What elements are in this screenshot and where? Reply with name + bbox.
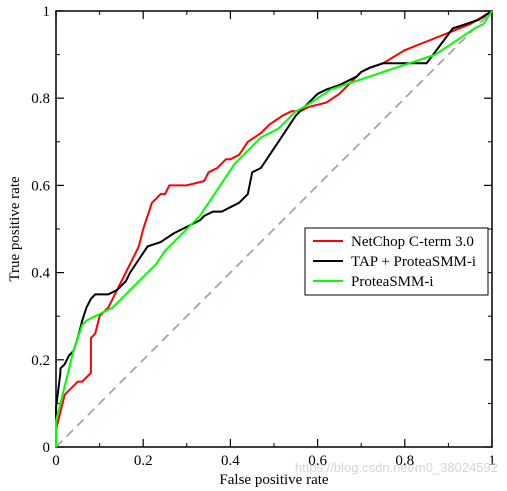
x-tick-label: 0 (52, 453, 60, 469)
series-line-3 (55, 10, 493, 447)
y-tick-label: 0.8 (31, 91, 50, 107)
x-tick-label: 0.2 (134, 453, 153, 469)
legend-label-1: NetChop C-term 3.0 (351, 234, 474, 250)
y-tick-label: 1 (43, 4, 51, 20)
y-tick-label: 0.6 (31, 178, 50, 194)
legend-label-3: ProteaSMM-i (351, 274, 434, 290)
legend-label-2: TAP + ProteaSMM-i (351, 254, 476, 270)
series-line-2 (55, 10, 493, 447)
roc-series (55, 10, 493, 447)
legend: NetChop C-term 3.0 TAP + ProteaSMM-i Prote… (304, 227, 489, 296)
watermark-text: https://blog.csdn.net/m0_38024592 (295, 460, 498, 475)
series-line-1 (55, 10, 493, 447)
y-tick-label: 0 (43, 440, 51, 456)
x-tick-label: 0.8 (395, 453, 414, 469)
y-tick-label: 0.2 (31, 353, 50, 369)
x-axis-title: False positive rate (219, 472, 328, 488)
axis-tick-labels: 0 0.2 0.4 0.6 0.8 1 0 0.2 0.4 0.6 0.8 1 (31, 4, 496, 469)
y-axis-title: True positive rate (7, 176, 23, 282)
x-tick-label: 0.6 (308, 453, 327, 469)
x-tick-label: 0.4 (221, 453, 240, 469)
random-classifier-diagonal (55, 10, 493, 448)
x-tick-label: 1 (488, 453, 496, 469)
y-tick-label: 0.4 (31, 266, 50, 282)
